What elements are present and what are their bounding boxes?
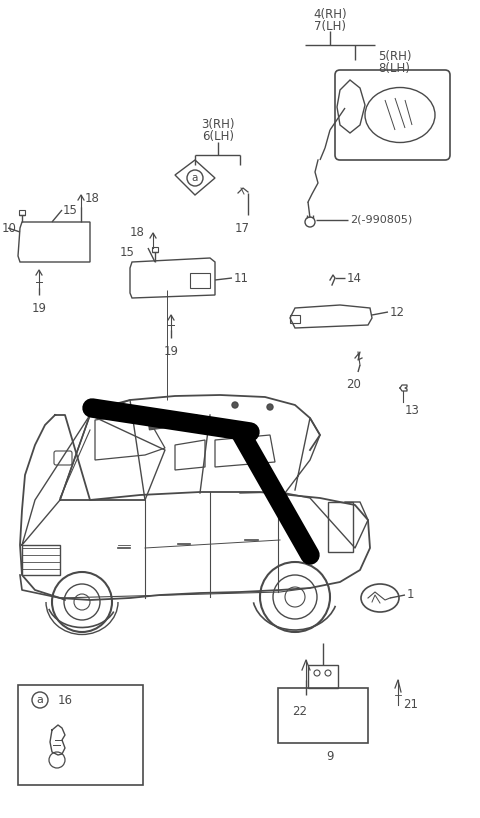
Bar (328, 502, 353, 552)
Text: 8(LH): 8(LH) (378, 62, 410, 75)
Bar (19, 210, 25, 215)
Bar (148, 417, 169, 430)
Bar (278, 688, 368, 743)
Text: 11: 11 (234, 272, 249, 285)
Text: 10: 10 (2, 222, 17, 235)
Text: 15: 15 (120, 245, 135, 258)
Text: 7(LH): 7(LH) (314, 20, 346, 33)
Bar (18, 685, 143, 785)
Text: 6(LH): 6(LH) (202, 130, 234, 143)
Ellipse shape (365, 88, 435, 142)
Polygon shape (95, 413, 165, 460)
Text: 19: 19 (164, 345, 179, 358)
Text: a: a (192, 173, 198, 183)
Polygon shape (175, 440, 205, 470)
Bar (290, 315, 300, 323)
Text: 12: 12 (390, 305, 405, 318)
Text: 4(RH): 4(RH) (313, 8, 347, 21)
Text: 2(-990805): 2(-990805) (350, 215, 412, 225)
Bar (308, 665, 338, 688)
Bar (152, 247, 158, 252)
Text: 9: 9 (326, 750, 334, 763)
Circle shape (232, 402, 238, 408)
Text: a: a (36, 695, 43, 705)
Text: 3(RH): 3(RH) (201, 118, 235, 131)
Text: 21: 21 (403, 699, 418, 712)
Text: 19: 19 (32, 302, 47, 315)
Text: 5(RH): 5(RH) (378, 50, 411, 63)
Text: 13: 13 (405, 404, 420, 417)
Text: 17: 17 (235, 222, 250, 235)
Text: 20: 20 (347, 378, 361, 391)
Text: 18: 18 (130, 227, 145, 240)
Text: 18: 18 (85, 191, 100, 204)
Text: 22: 22 (292, 705, 308, 718)
Polygon shape (215, 435, 275, 467)
Bar (190, 273, 210, 288)
Bar (22, 545, 60, 575)
Circle shape (267, 404, 273, 410)
Bar (175, 415, 198, 427)
Text: 1: 1 (407, 588, 415, 601)
Text: 15: 15 (63, 204, 78, 217)
Text: 16: 16 (58, 694, 73, 707)
Text: 14: 14 (347, 272, 362, 285)
